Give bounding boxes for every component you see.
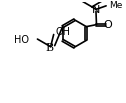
Text: HO: HO xyxy=(14,35,29,45)
Text: N: N xyxy=(92,5,101,15)
Text: O: O xyxy=(104,20,113,30)
Text: OH: OH xyxy=(56,28,71,37)
Text: B: B xyxy=(46,43,54,53)
Text: Me: Me xyxy=(109,1,122,10)
